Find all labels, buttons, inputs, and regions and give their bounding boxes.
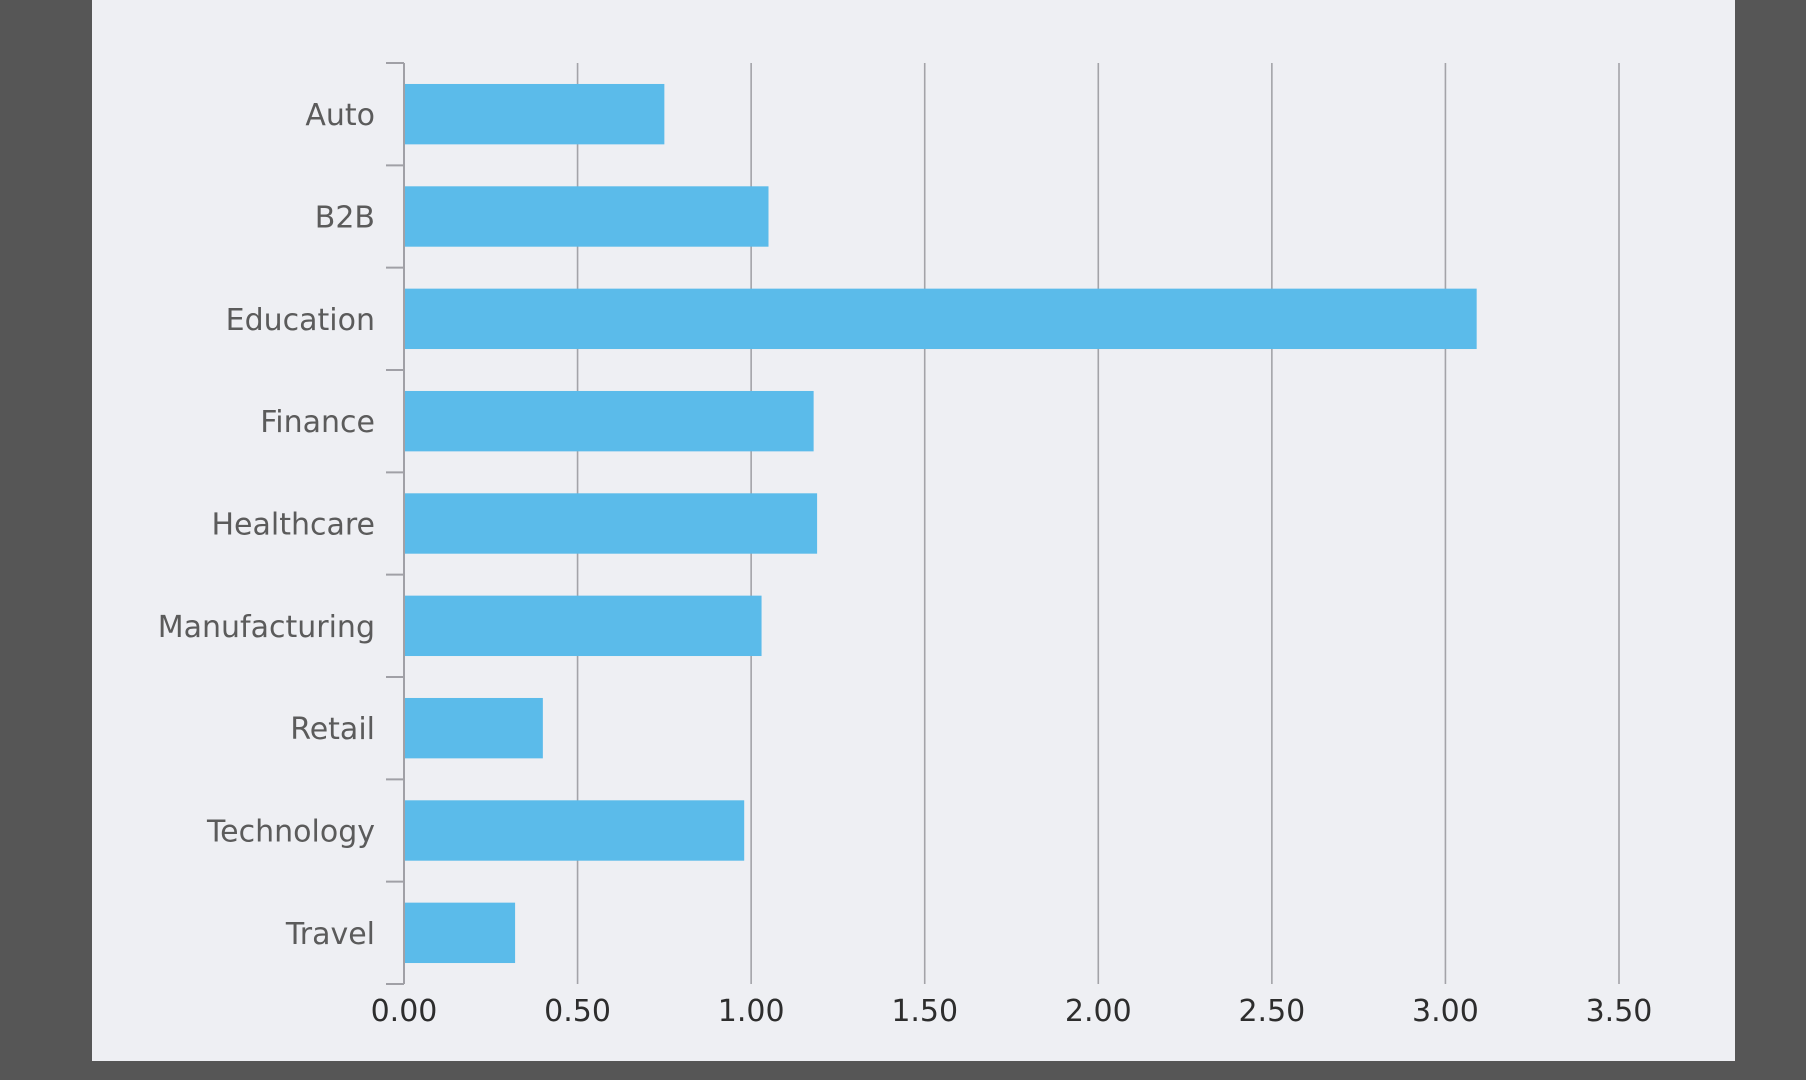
- category-label: B2B: [315, 201, 375, 236]
- bar-technology: [405, 800, 745, 861]
- x-tick-labels: 0.00 0.50 1.00 1.50 2.00 2.50 3.00 3.50: [371, 994, 1653, 1029]
- bars: [405, 83, 1477, 964]
- category-label: Healthcare: [211, 508, 375, 543]
- x-tick-label: 3.00: [1412, 994, 1479, 1029]
- bar-retail: [405, 697, 543, 759]
- y-axis: [386, 62, 405, 985]
- chart-panel: [92, 0, 1735, 1061]
- x-tick-label: 1.50: [891, 994, 958, 1029]
- category-label: Education: [226, 303, 375, 338]
- bar-finance: [405, 390, 814, 452]
- category-label: Finance: [260, 405, 375, 440]
- x-tick-label: 1.00: [718, 994, 785, 1029]
- category-label: Auto: [305, 98, 375, 133]
- bar-education: [405, 288, 1477, 350]
- x-tick-label: 0.50: [544, 994, 611, 1029]
- x-tick-label: 0.00: [371, 994, 438, 1029]
- category-label: Manufacturing: [158, 610, 375, 645]
- bar-b2b: [405, 186, 769, 247]
- bar-manufacturing: [405, 595, 762, 657]
- category-label: Technology: [206, 815, 375, 850]
- x-tick-label: 3.50: [1586, 994, 1653, 1029]
- x-tick-label: 2.00: [1065, 994, 1132, 1029]
- x-tick-label: 2.50: [1238, 994, 1305, 1029]
- bar-travel: [405, 902, 516, 964]
- category-labels: Auto B2B Education Finance Healthcare Manufac…: [158, 98, 375, 952]
- bar-auto: [405, 83, 665, 145]
- category-label: Travel: [285, 917, 375, 952]
- bar-healthcare: [405, 493, 818, 554]
- category-label: Retail: [290, 712, 375, 747]
